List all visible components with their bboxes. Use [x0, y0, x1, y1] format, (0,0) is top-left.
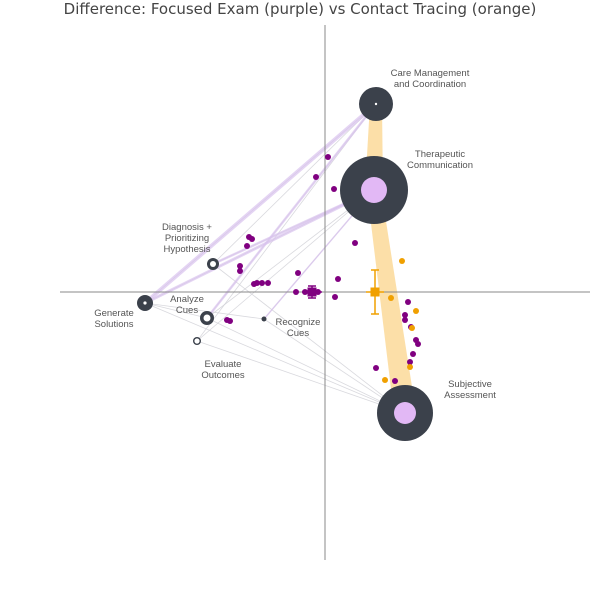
node-recognize [261, 316, 267, 322]
node-label-subjective: Subjective Assessment [444, 379, 496, 401]
edge-line [212, 263, 406, 414]
node-label-line: Subjective [448, 379, 492, 390]
node-inner-circle [361, 177, 387, 203]
node-analyze [200, 311, 214, 325]
node-label-line: Analyze [170, 294, 204, 305]
node-label-line: Hypothesis [164, 244, 211, 255]
node-label-generate: Generate Solutions [94, 308, 134, 330]
orange-point [413, 308, 419, 314]
purple-point [392, 378, 398, 384]
node-label-line: Generate [94, 308, 134, 319]
orange-point [399, 258, 405, 264]
node-inner-circle [374, 102, 378, 106]
edge-line [144, 302, 208, 319]
edge-line [206, 189, 375, 319]
node-label-line: Diagnosis + [162, 222, 212, 233]
purple-point [373, 365, 379, 371]
node-label-line: Solutions [94, 319, 133, 330]
node-inner-circle [143, 301, 147, 305]
purple-point [244, 243, 250, 249]
purple-point [293, 289, 299, 295]
nodes-layer [137, 87, 433, 441]
points-layer [224, 154, 421, 410]
labels-layer: Care Management and Coordination Therapeut… [94, 68, 496, 401]
edge-layer [143, 102, 416, 415]
node-label-line: Prioritizing [165, 233, 209, 244]
purple-point [295, 270, 301, 276]
node-diagnosis [207, 258, 219, 270]
orange-point [382, 377, 388, 383]
node-subjective [377, 385, 433, 441]
purple-point [237, 268, 243, 274]
purple-point [407, 359, 413, 365]
node-circle [261, 316, 267, 322]
orange-point [409, 325, 415, 331]
chart-title: Difference: Focused Exam (purple) vs Con… [63, 0, 537, 18]
purple-point [402, 317, 408, 323]
edge-line [196, 189, 375, 342]
orange-point [407, 364, 413, 370]
edge-band-orange [367, 189, 416, 415]
node-evaluate [193, 337, 201, 345]
edge-line [263, 318, 406, 414]
node-label-line: Evaluate [205, 359, 242, 370]
edge-line [196, 340, 406, 414]
purple-mean-marker [302, 285, 322, 299]
purple-point [313, 174, 319, 180]
node-label-recognize: Recognize Cues [276, 317, 321, 339]
purple-point [352, 240, 358, 246]
node-label-line: Care Management [391, 68, 470, 79]
node-label-line: Communication [407, 160, 473, 171]
purple-point [265, 280, 271, 286]
node-label-line: Therapeutic [415, 149, 465, 160]
node-therapeutic [340, 156, 408, 224]
node-label-line: Cues [176, 305, 198, 316]
purple-point [325, 154, 331, 160]
purple-point [402, 312, 408, 318]
purple-point [227, 318, 233, 324]
node-label-line: and Coordination [394, 79, 466, 90]
edge-line [212, 103, 377, 265]
node-label-evaluate: Evaluate Outcomes [201, 359, 245, 381]
purple-point [251, 281, 257, 287]
node-generate [137, 295, 153, 311]
purple-point [415, 341, 421, 347]
axes-layer [60, 25, 590, 560]
node-inner-circle [194, 338, 200, 344]
node-label-diagnosis: Diagnosis + Prioritizing Hypothesis [162, 222, 212, 255]
mean-square [307, 287, 317, 297]
edge-line [144, 302, 265, 320]
purple-point [331, 186, 337, 192]
node-label-care: Care Management and Coordination [391, 68, 470, 90]
edge-line-purple [143, 102, 378, 305]
node-label-line: Outcomes [201, 370, 245, 381]
node-inner-circle [394, 402, 416, 424]
node-label-line: Cues [287, 328, 309, 339]
purple-point [237, 263, 243, 269]
orange-mean-marker [366, 269, 384, 315]
node-label-analyze: Analyze Cues [170, 294, 204, 316]
node-label-therapeutic: Therapeutic Communication [407, 149, 473, 171]
purple-point [335, 276, 341, 282]
purple-point [410, 351, 416, 357]
node-label-line: Recognize [276, 317, 321, 328]
edge-line [206, 317, 406, 414]
edge-line [144, 302, 406, 414]
node-inner-circle [210, 261, 216, 267]
node-care [359, 87, 393, 121]
orange-point [388, 295, 394, 301]
purple-point [332, 294, 338, 300]
edge-line-purple [206, 103, 377, 319]
node-label-line: Assessment [444, 390, 496, 401]
purple-point [259, 280, 265, 286]
mean-square [370, 287, 380, 297]
purple-point [405, 299, 411, 305]
purple-point [249, 236, 255, 242]
node-inner-circle [203, 314, 211, 322]
